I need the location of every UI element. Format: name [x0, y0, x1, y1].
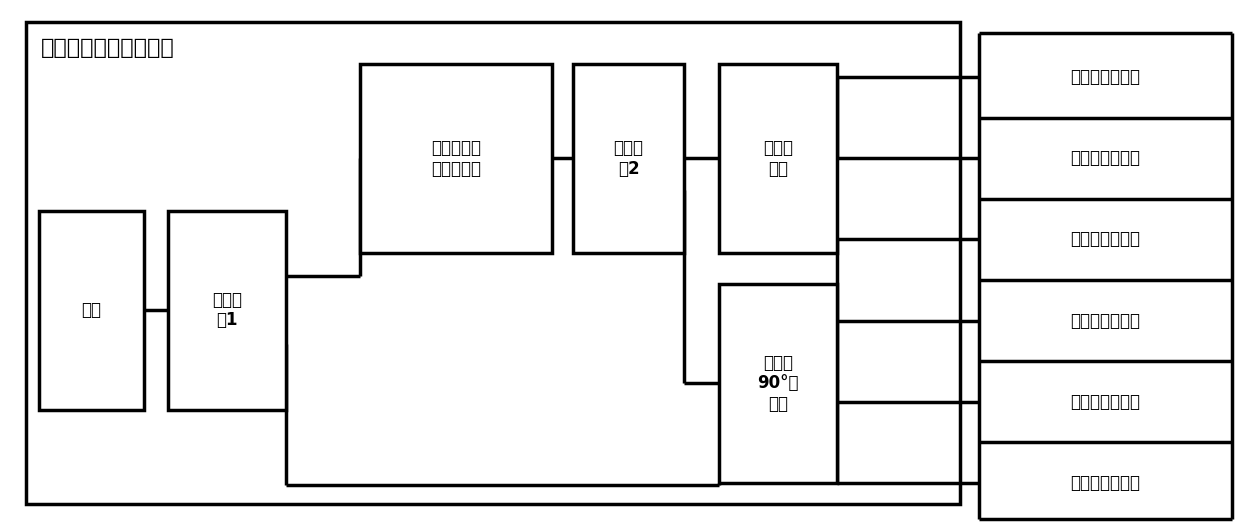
Text: 光分束
器1: 光分束 器1 — [212, 291, 242, 329]
FancyBboxPatch shape — [360, 64, 552, 252]
Text: 偏振分
束器: 偏振分 束器 — [763, 139, 792, 178]
FancyBboxPatch shape — [573, 64, 684, 252]
FancyBboxPatch shape — [719, 64, 837, 252]
Text: 双偏振光信
号生成单元: 双偏振光信 号生成单元 — [432, 139, 481, 178]
Text: 第五输入光信号: 第五输入光信号 — [1070, 392, 1141, 411]
FancyBboxPatch shape — [38, 211, 144, 410]
FancyBboxPatch shape — [26, 22, 960, 504]
Text: 第一输入光信号: 第一输入光信号 — [1070, 68, 1141, 86]
FancyBboxPatch shape — [169, 211, 286, 410]
Text: 光源: 光源 — [81, 301, 102, 319]
Text: 光分束
器2: 光分束 器2 — [614, 139, 644, 178]
Text: 双偏振
90°混
频器: 双偏振 90°混 频器 — [756, 353, 799, 413]
Text: 双偏振光信号发送装置: 双偏振光信号发送装置 — [41, 38, 175, 58]
Text: 第六输入光信号: 第六输入光信号 — [1070, 474, 1141, 492]
FancyBboxPatch shape — [719, 284, 837, 483]
Text: 第四输入光信号: 第四输入光信号 — [1070, 311, 1141, 330]
Text: 第三输入光信号: 第三输入光信号 — [1070, 230, 1141, 248]
Text: 第二输入光信号: 第二输入光信号 — [1070, 149, 1141, 167]
